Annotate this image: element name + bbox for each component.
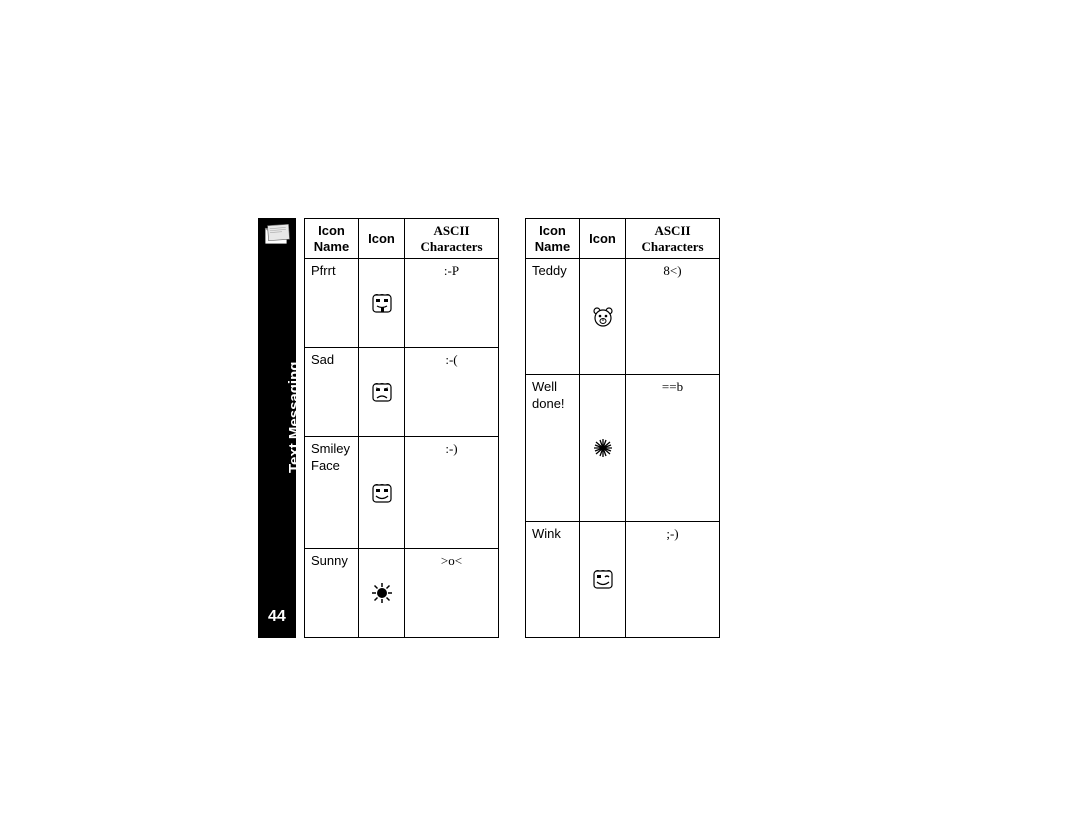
- table-row: Smiley Face :-): [305, 437, 499, 549]
- section-title: Text Messaging: [286, 362, 303, 473]
- wink-face-icon: [592, 568, 614, 590]
- sad-face-icon: [371, 381, 393, 403]
- table-row: Teddy 8<): [526, 259, 720, 375]
- header-icon-name: IconName: [305, 219, 359, 259]
- cell-icon: [359, 348, 405, 437]
- header-icon: Icon: [359, 219, 405, 259]
- cell-ascii: ==b: [626, 375, 720, 521]
- cell-icon: [580, 375, 626, 521]
- cell-name: Pfrrt: [305, 259, 359, 348]
- cell-ascii: 8<): [626, 259, 720, 375]
- cell-icon: [359, 549, 405, 638]
- page-container: Text Messaging 44 IconName Icon ASCIICha…: [258, 218, 778, 638]
- emoticon-table-left: IconName Icon ASCIICharacters Pfrrt :-P: [304, 218, 499, 638]
- table-header-row: IconName Icon ASCIICharacters: [305, 219, 499, 259]
- teddy-bear-icon: [592, 306, 614, 328]
- cell-ascii: :-P: [405, 259, 499, 348]
- table-row: Pfrrt :-P: [305, 259, 499, 348]
- cell-name: Well done!: [526, 375, 580, 521]
- pfrrt-face-icon: [371, 292, 393, 314]
- table-row: Wink ;-): [526, 521, 720, 637]
- cell-ascii: :-): [405, 437, 499, 549]
- cell-icon: [580, 259, 626, 375]
- smiley-face-icon: [371, 482, 393, 504]
- cell-name: Sad: [305, 348, 359, 437]
- section-sidebar: Text Messaging 44: [258, 218, 296, 638]
- envelope-icon: [264, 224, 290, 246]
- content-area: IconName Icon ASCIICharacters Pfrrt :-P: [296, 218, 778, 638]
- cell-name: Sunny: [305, 549, 359, 638]
- cell-name: Wink: [526, 521, 580, 637]
- table-row: Sad :-(: [305, 348, 499, 437]
- sun-icon: [371, 582, 393, 604]
- page-number: 44: [268, 608, 286, 626]
- cell-name: Teddy: [526, 259, 580, 375]
- table-header-row: IconName Icon ASCIICharacters: [526, 219, 720, 259]
- cell-ascii: ;-): [626, 521, 720, 637]
- table-row: Well done! ==b: [526, 375, 720, 521]
- header-icon-name: IconName: [526, 219, 580, 259]
- header-ascii: ASCIICharacters: [626, 219, 720, 259]
- cell-ascii: :-(: [405, 348, 499, 437]
- cell-name: Smiley Face: [305, 437, 359, 549]
- cell-icon: [359, 259, 405, 348]
- cell-icon: [580, 521, 626, 637]
- header-icon: Icon: [580, 219, 626, 259]
- cell-icon: [359, 437, 405, 549]
- cell-ascii: >o<: [405, 549, 499, 638]
- emoticon-table-right: IconName Icon ASCIICharacters Teddy 8<): [525, 218, 720, 638]
- table-row: Sunny >o<: [305, 549, 499, 638]
- header-ascii: ASCIICharacters: [405, 219, 499, 259]
- fireworks-icon: [592, 437, 614, 459]
